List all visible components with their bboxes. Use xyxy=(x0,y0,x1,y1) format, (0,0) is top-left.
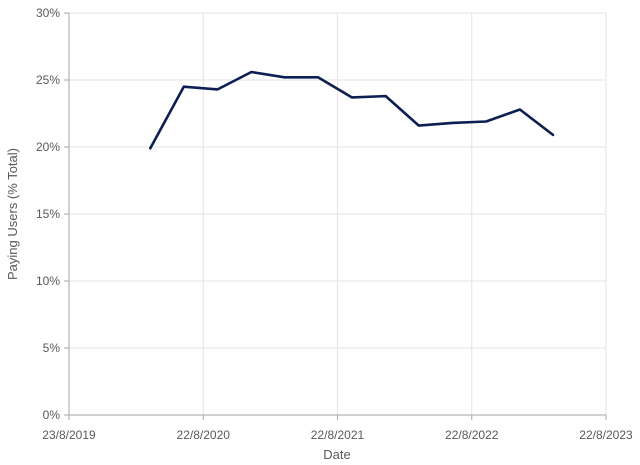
y-tick-label: 20% xyxy=(36,140,60,154)
y-tick-label: 0% xyxy=(43,408,61,422)
x-tick-label: 22/8/2021 xyxy=(311,428,365,442)
x-tick-label: 22/8/2023 xyxy=(579,428,633,442)
series-layer xyxy=(149,70,555,150)
tick-labels: 0% 5% 10% 15% 20% 25% 30% 23/8/2019 22/8/2020 22/… xyxy=(36,6,633,442)
x-axis-title: Date xyxy=(323,447,350,462)
y-tick-label: 10% xyxy=(36,274,60,288)
axes xyxy=(64,12,607,420)
x-tick-label: 22/8/2020 xyxy=(177,428,231,442)
y-axis-title: Paying Users (% Total) xyxy=(5,148,20,280)
x-tick-label: 22/8/2022 xyxy=(445,428,499,442)
grid-lines xyxy=(69,12,607,415)
y-tick-label: 25% xyxy=(36,73,60,87)
y-tick-label: 5% xyxy=(43,341,61,355)
series-line xyxy=(149,70,555,150)
y-tick-label: 15% xyxy=(36,207,60,221)
y-tick-label: 30% xyxy=(36,6,60,20)
x-tick-label: 23/8/2019 xyxy=(42,428,96,442)
